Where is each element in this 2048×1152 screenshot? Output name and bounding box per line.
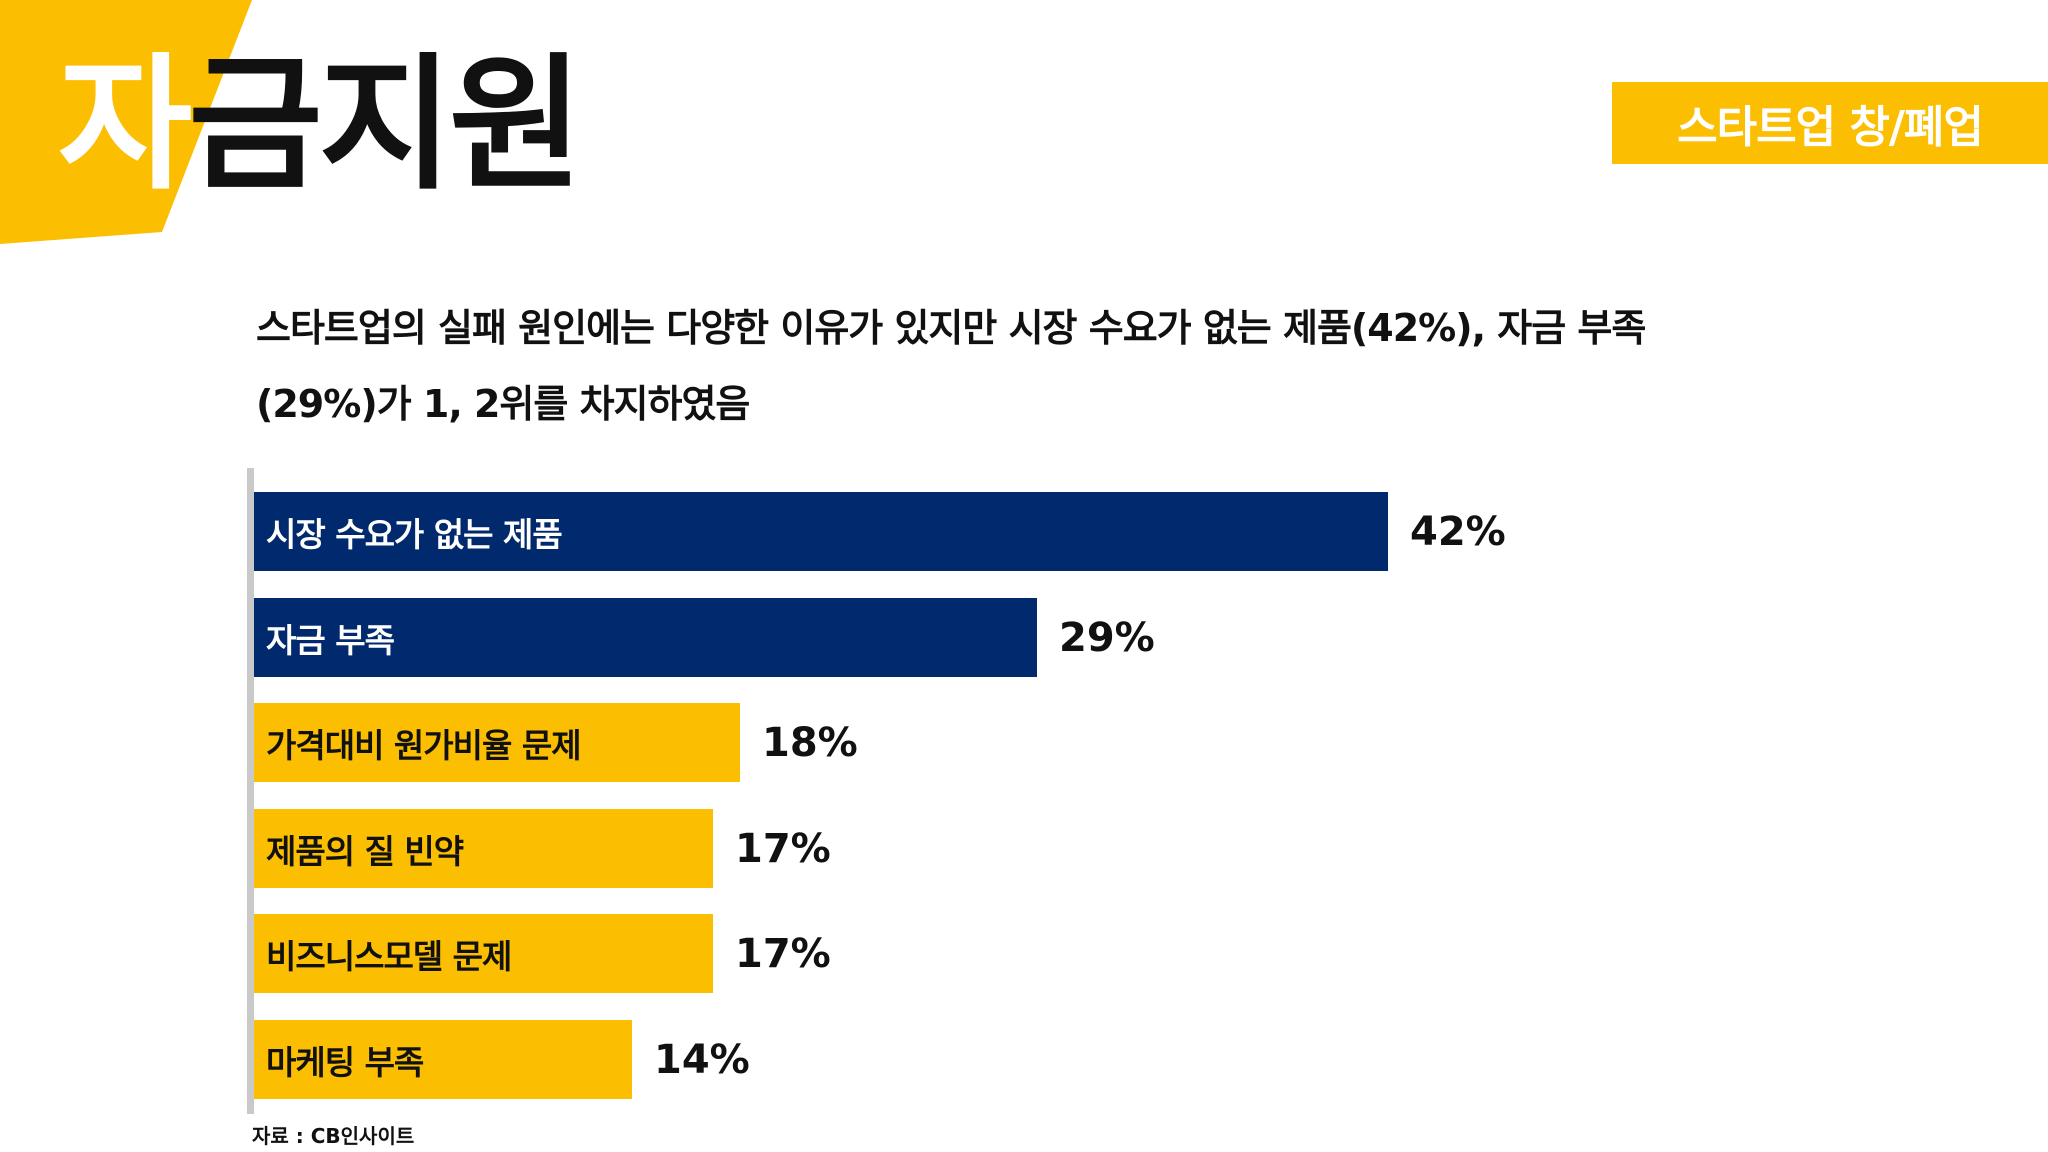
corner-accent-shape — [0, 0, 252, 244]
bar-category-label: 비즈니스모델 문제 — [266, 936, 512, 976]
summary-text: 스타트업의 실패 원인에는 다양한 이유가 있지만 시장 수요가 없는 제품(4… — [256, 290, 1736, 442]
bar-5: 비즈니스모델 문제 — [254, 914, 713, 993]
bar-chart: 시장 수요가 없는 제품 42% 자금 부족 29% 가격대비 원가비율 문제 18% 제품… — [247, 468, 1747, 1114]
summary-line-1: 스타트업의 실패 원인에는 다양한 이유가 있지만 시장 수요가 없는 제품(4… — [256, 306, 1646, 350]
bar-4: 제품의 질 빈약 — [254, 809, 713, 888]
bar-category-label: 시장 수요가 없는 제품 — [266, 514, 563, 554]
bar-value-label: 42% — [1410, 508, 1506, 555]
bar-category-label: 가격대비 원가비율 문제 — [266, 725, 582, 765]
bar-3: 가격대비 원가비율 문제 — [254, 703, 740, 782]
bar-2: 자금 부족 — [254, 598, 1037, 677]
bar-value-label: 29% — [1059, 614, 1155, 661]
bar-6: 마케팅 부족 — [254, 1020, 632, 1099]
summary-line-2: (29%)가 1, 2위를 차지하였음 — [256, 382, 750, 426]
page-title: 자금지원 — [58, 52, 583, 198]
page-title-first-char: 자 — [58, 40, 192, 210]
bar-category-label: 제품의 질 빈약 — [266, 831, 464, 871]
bar-value-label: 14% — [654, 1036, 750, 1083]
category-tag: 스타트업 창/폐업 — [1612, 82, 2048, 164]
bar-category-label: 마케팅 부족 — [266, 1042, 424, 1082]
source-note: 자료 : CB인사이트 — [252, 1124, 415, 1148]
chart-axis-line — [247, 468, 254, 1114]
bar-category-label: 자금 부족 — [266, 620, 395, 660]
page-title-rest: 금지원 — [188, 40, 583, 210]
bar-value-label: 17% — [735, 930, 831, 977]
bar-value-label: 17% — [735, 825, 831, 872]
bar-1: 시장 수요가 없는 제품 — [254, 492, 1388, 571]
bar-value-label: 18% — [762, 719, 858, 766]
